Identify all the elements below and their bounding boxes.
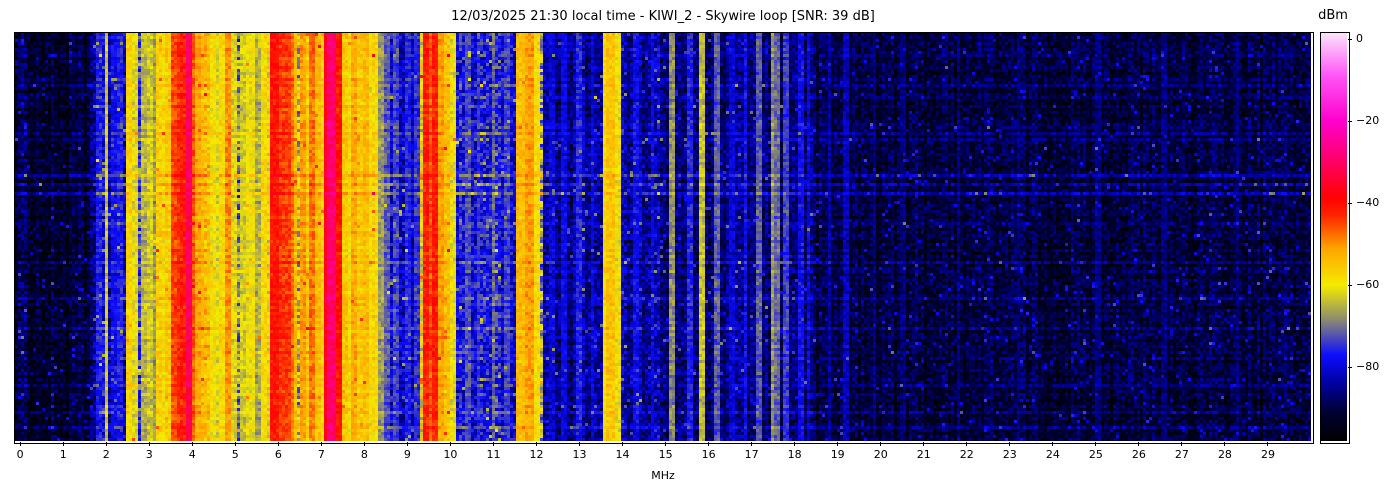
x-tick-mark: [1052, 442, 1054, 446]
x-tick-mark: [1181, 442, 1183, 446]
x-tick-label: 25: [1088, 448, 1103, 461]
x-tick-label: 4: [188, 448, 196, 461]
x-tick-mark: [492, 442, 494, 446]
x-tick-label: 8: [360, 448, 368, 461]
x-axis-label: MHz: [651, 469, 675, 482]
x-tick-label: 21: [916, 448, 931, 461]
x-tick-mark: [966, 442, 968, 446]
colorbar-tick-mark: [1348, 366, 1352, 368]
colorbar-tick-mark: [1348, 120, 1352, 122]
waterfall-plot: [14, 32, 1314, 444]
x-tick-label: 6: [274, 448, 282, 461]
x-tick-mark: [1095, 442, 1097, 446]
x-tick-mark: [1267, 442, 1269, 446]
x-tick-mark: [62, 442, 64, 446]
x-tick-label: 2: [102, 448, 110, 461]
x-tick-label: 3: [145, 448, 153, 461]
x-tick-mark: [837, 442, 839, 446]
colorbar-canvas: [1321, 33, 1347, 441]
colorbar-tick-label: −20: [1356, 113, 1380, 127]
x-tick-label: 13: [572, 448, 587, 461]
x-tick-label: 1: [59, 448, 67, 461]
x-tick-label: 16: [701, 448, 716, 461]
x-tick-mark: [320, 442, 322, 446]
colorbar: [1320, 32, 1350, 444]
x-tick-label: 17: [744, 448, 759, 461]
colorbar-unit-label: dBm: [1318, 8, 1348, 23]
x-tick-label: 18: [787, 448, 802, 461]
x-tick-label: 26: [1131, 448, 1146, 461]
x-tick-mark: [1009, 442, 1011, 446]
x-tick-mark: [579, 442, 581, 446]
x-tick-label: 12: [529, 448, 544, 461]
colorbar-tick-mark: [1348, 38, 1352, 40]
x-tick-label: 20: [873, 448, 888, 461]
x-tick-mark: [665, 442, 667, 446]
x-tick-label: 29: [1260, 448, 1275, 461]
x-tick-mark: [708, 442, 710, 446]
x-tick-mark: [535, 442, 537, 446]
x-tick-mark: [277, 442, 279, 446]
x-tick-mark: [449, 442, 451, 446]
x-tick-label: 19: [830, 448, 845, 461]
colorbar-tick-label: −40: [1356, 195, 1380, 209]
x-tick-label: 5: [231, 448, 239, 461]
x-tick-mark: [794, 442, 796, 446]
x-tick-label: 14: [615, 448, 630, 461]
x-tick-label: 28: [1217, 448, 1232, 461]
x-tick-label: 23: [1002, 448, 1017, 461]
x-tick-mark: [622, 442, 624, 446]
x-tick-label: 27: [1174, 448, 1189, 461]
colorbar-tick-label: −60: [1356, 277, 1380, 291]
figure-title: 12/03/2025 21:30 local time - KIWI_2 - S…: [451, 9, 875, 24]
colorbar-tick-label: 0: [1356, 31, 1363, 45]
x-tick-label: 11: [486, 448, 501, 461]
x-tick-mark: [148, 442, 150, 446]
colorbar-tick-mark: [1348, 284, 1352, 286]
x-tick-label: 10: [443, 448, 458, 461]
x-tick-mark: [234, 442, 236, 446]
x-tick-mark: [363, 442, 365, 446]
x-tick-label: 15: [658, 448, 673, 461]
x-tick-mark: [880, 442, 882, 446]
x-tick-mark: [19, 442, 21, 446]
x-tick-mark: [191, 442, 193, 446]
x-tick-mark: [406, 442, 408, 446]
waterfall-canvas: [15, 33, 1311, 441]
x-tick-label: 22: [959, 448, 974, 461]
x-tick-mark: [1138, 442, 1140, 446]
x-tick-label: 0: [16, 448, 24, 461]
x-tick-mark: [751, 442, 753, 446]
x-tick-mark: [1224, 442, 1226, 446]
x-tick-label: 24: [1045, 448, 1060, 461]
colorbar-tick-mark: [1348, 202, 1352, 204]
x-tick-mark: [105, 442, 107, 446]
colorbar-tick-label: −80: [1356, 359, 1380, 373]
x-tick-mark: [923, 442, 925, 446]
x-tick-label: 7: [317, 448, 325, 461]
x-tick-label: 9: [403, 448, 411, 461]
